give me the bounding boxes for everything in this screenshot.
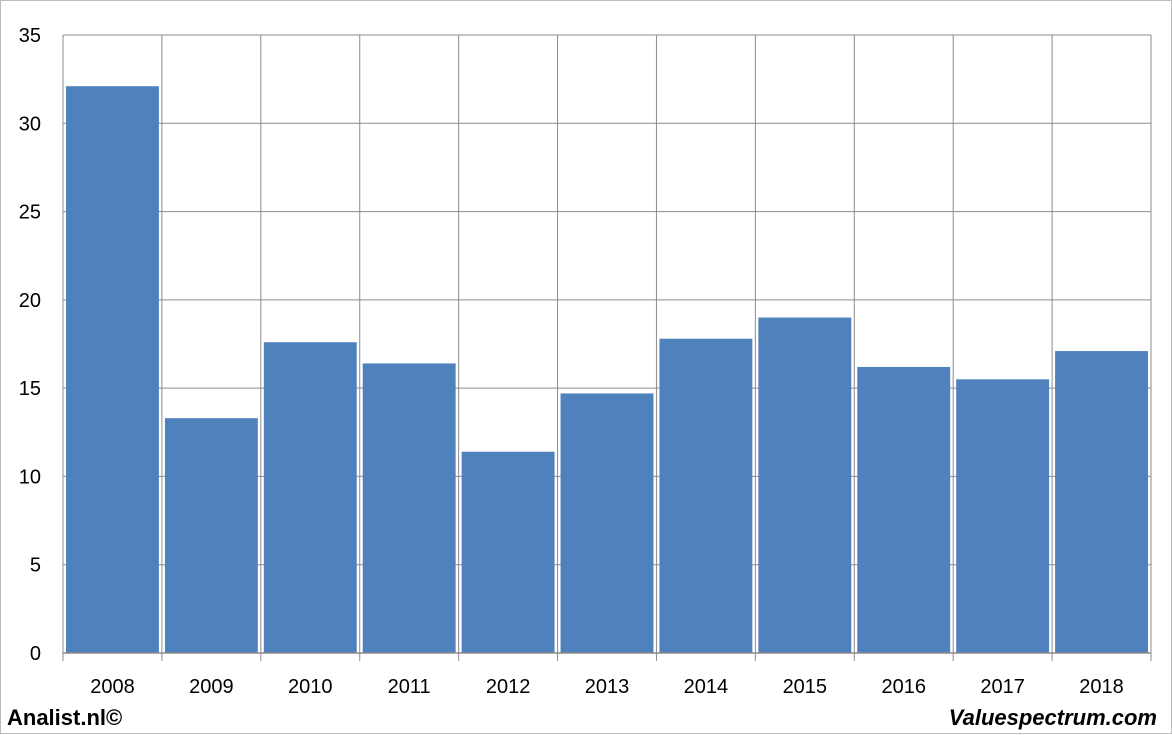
bar xyxy=(362,363,456,653)
bar xyxy=(956,379,1050,653)
x-tick-label: 2018 xyxy=(1079,676,1124,698)
y-tick-label: 10 xyxy=(19,466,41,488)
x-tick-label: 2014 xyxy=(684,676,729,698)
bar xyxy=(857,366,951,653)
x-tick-label: 2017 xyxy=(980,676,1025,698)
bar xyxy=(560,393,654,653)
bar xyxy=(659,338,753,653)
y-tick-label: 30 xyxy=(19,113,41,135)
x-tick-label: 2010 xyxy=(288,676,333,698)
footer-brand-right: Valuespectrum.com xyxy=(948,705,1157,730)
y-tick-label: 15 xyxy=(19,378,41,400)
bar xyxy=(263,342,357,653)
x-tick-label: 2012 xyxy=(486,676,531,698)
y-tick-label: 25 xyxy=(19,202,41,224)
y-tick-label: 35 xyxy=(19,25,41,47)
footer-brand-left: Analist.nl© xyxy=(7,705,123,730)
x-tick-label: 2009 xyxy=(189,676,234,698)
bar xyxy=(758,317,852,653)
x-tick-label: 2013 xyxy=(585,676,630,698)
bar xyxy=(461,451,555,653)
y-tick-label: 20 xyxy=(19,290,41,312)
bar xyxy=(1055,351,1148,653)
x-tick-label: 2011 xyxy=(388,676,431,698)
x-tick-label: 2016 xyxy=(881,676,926,698)
x-tick-label: 2015 xyxy=(783,676,828,698)
x-tick-label: 2008 xyxy=(90,676,135,698)
bar xyxy=(164,418,258,653)
y-tick-label: 0 xyxy=(30,643,41,665)
y-tick-label: 5 xyxy=(30,555,41,577)
bar xyxy=(66,86,159,654)
